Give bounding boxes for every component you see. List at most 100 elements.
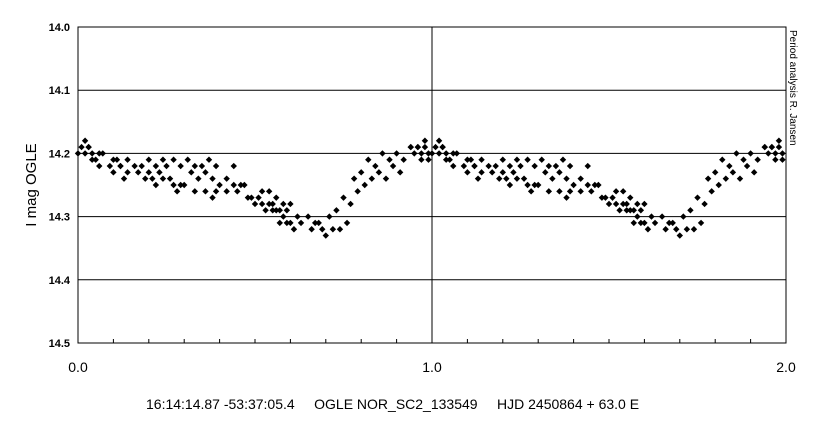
data-point	[538, 156, 545, 163]
data-point	[425, 150, 432, 157]
data-point	[340, 194, 347, 201]
data-point	[343, 219, 351, 227]
data-point	[492, 162, 499, 170]
data-point	[761, 143, 768, 151]
data-point	[772, 156, 779, 163]
y-tick-label: 14.1	[49, 85, 70, 97]
data-point	[188, 169, 195, 176]
data-point	[181, 181, 188, 189]
data-point	[336, 226, 344, 233]
data-point	[262, 207, 269, 214]
data-point	[676, 232, 683, 239]
data-point	[389, 162, 397, 170]
data-point	[212, 162, 220, 170]
data-point	[432, 143, 439, 151]
data-point	[276, 207, 283, 214]
y-tick-label: 14.0	[49, 22, 70, 34]
data-point	[368, 175, 376, 182]
data-point	[159, 156, 167, 163]
data-point	[421, 143, 429, 151]
data-point	[641, 200, 648, 208]
data-point	[634, 213, 641, 220]
data-point	[113, 156, 121, 163]
data-point	[658, 213, 666, 220]
data-point	[396, 169, 404, 176]
data-point	[563, 194, 570, 201]
data-point	[400, 156, 407, 163]
data-point	[506, 162, 514, 170]
data-point	[326, 213, 333, 220]
data-point	[520, 175, 528, 182]
chart-caption: 16:14:14.87 -53:37:05.4 OGLE NOR_SC2_133…	[146, 396, 639, 412]
data-point	[209, 175, 216, 182]
data-point	[570, 181, 577, 189]
data-point	[775, 137, 783, 144]
data-point	[96, 150, 103, 157]
data-point	[205, 156, 213, 163]
data-point	[223, 188, 230, 195]
data-point	[535, 181, 542, 189]
data-point	[379, 150, 386, 157]
data-point	[255, 194, 262, 201]
data-point	[280, 213, 287, 220]
data-point	[683, 226, 691, 233]
data-point	[584, 181, 591, 189]
axes: 0.0 1.0 2.0 14.0 14.1 14.2 14.3 14.4 14.5	[49, 22, 796, 375]
data-point	[138, 162, 145, 170]
data-point	[152, 162, 160, 170]
data-point	[248, 194, 255, 201]
data-point	[166, 175, 174, 182]
data-point	[202, 188, 209, 195]
data-point	[435, 150, 443, 157]
data-point	[690, 226, 698, 233]
data-point	[517, 162, 524, 170]
data-point	[460, 162, 468, 170]
data-point	[322, 232, 329, 239]
data-point	[513, 175, 521, 182]
data-point	[88, 150, 96, 157]
data-point	[78, 143, 85, 151]
data-point	[414, 143, 422, 151]
data-point	[545, 162, 553, 170]
data-point	[591, 181, 599, 189]
data-point	[216, 181, 223, 189]
data-point	[442, 150, 450, 157]
data-point	[719, 156, 726, 163]
data-point	[283, 207, 291, 214]
data-point	[499, 169, 506, 176]
data-point	[372, 162, 379, 170]
x-tick-label: 0.0	[68, 359, 88, 375]
data-point	[241, 181, 248, 189]
data-point	[680, 213, 687, 220]
data-point	[542, 169, 549, 176]
data-point	[598, 194, 606, 201]
data-point	[488, 169, 496, 176]
data-point	[177, 181, 184, 189]
data-point	[736, 175, 744, 182]
data-point	[485, 162, 492, 170]
data-point	[407, 143, 414, 151]
data-point	[142, 175, 149, 182]
data-point	[471, 162, 478, 170]
data-point	[159, 175, 167, 182]
data-point	[648, 213, 655, 220]
data-point	[549, 175, 556, 182]
data-point	[418, 150, 425, 157]
data-point	[202, 169, 209, 176]
data-point	[464, 156, 471, 163]
data-point	[287, 200, 294, 208]
data-point	[556, 169, 563, 176]
data-point	[358, 169, 365, 176]
data-point	[273, 207, 280, 214]
x-tick-label: 1.0	[422, 359, 442, 375]
labels: I mag OGLE 16:14:14.87 -53:37:05.4 OGLE …	[23, 30, 798, 412]
data-point	[120, 175, 128, 182]
data-point	[152, 181, 160, 189]
data-point	[170, 181, 177, 189]
data-point	[315, 219, 322, 227]
data-point	[251, 200, 259, 208]
data-point	[333, 207, 340, 214]
data-point	[230, 162, 237, 170]
data-point	[637, 219, 645, 227]
